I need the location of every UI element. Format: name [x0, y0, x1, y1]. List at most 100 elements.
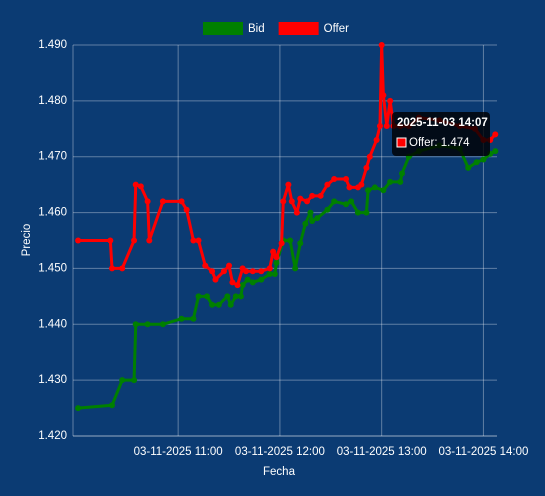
point — [278, 240, 285, 247]
y-tick-label: 1.430 — [38, 374, 67, 386]
point — [473, 159, 480, 166]
point — [266, 271, 273, 278]
point — [380, 187, 387, 194]
point — [376, 122, 383, 129]
x-tick-label: 03-11-2025 11:00 — [134, 446, 223, 458]
point — [132, 321, 139, 328]
point — [465, 164, 472, 171]
point — [209, 268, 216, 275]
point — [480, 156, 487, 163]
point — [119, 265, 126, 272]
point — [146, 237, 153, 244]
point — [387, 97, 394, 104]
point — [304, 198, 311, 205]
point — [492, 148, 499, 155]
point — [280, 198, 287, 205]
point — [365, 187, 372, 194]
point — [343, 176, 350, 183]
point — [317, 192, 324, 199]
point — [190, 315, 197, 322]
point — [244, 276, 251, 283]
point — [292, 265, 299, 272]
point — [227, 301, 234, 308]
y-tick-label: 1.440 — [38, 318, 67, 330]
point — [309, 192, 316, 199]
point — [109, 265, 116, 272]
point — [229, 279, 236, 286]
point — [144, 321, 151, 328]
tooltip-label: Offer: 1.474 — [409, 137, 470, 149]
point — [131, 237, 138, 244]
point — [237, 293, 244, 300]
point — [331, 198, 338, 205]
tooltip-swatch — [396, 137, 407, 148]
point — [258, 268, 265, 275]
point — [387, 178, 394, 185]
point — [380, 92, 387, 99]
point — [399, 170, 406, 177]
point — [226, 262, 233, 269]
point — [178, 198, 185, 205]
legend: Bid Offer — [203, 22, 349, 35]
tooltip-title: 2025-11-03 14:07 — [397, 117, 488, 129]
point — [293, 209, 300, 216]
point — [183, 206, 190, 213]
point — [324, 206, 331, 213]
point — [363, 164, 370, 171]
y-tick-label: 1.420 — [38, 430, 67, 442]
point — [373, 136, 380, 143]
y-tick-label: 1.490 — [38, 39, 67, 51]
point — [378, 42, 385, 48]
tooltip: 2025-11-03 14:07 Offer: 1.474 — [392, 112, 490, 156]
point — [348, 198, 355, 205]
point — [202, 262, 209, 269]
point — [132, 181, 139, 188]
x-tick-label: 03-11-2025 12:00 — [235, 446, 325, 458]
point — [224, 293, 231, 300]
series-line — [78, 43, 497, 287]
point — [159, 321, 166, 328]
point — [285, 181, 292, 188]
point — [109, 402, 116, 409]
point — [273, 254, 280, 261]
point — [354, 209, 361, 216]
point — [234, 282, 241, 289]
point — [249, 279, 256, 286]
tooltip-box — [392, 112, 490, 156]
point — [190, 237, 197, 244]
point — [324, 181, 331, 188]
point — [397, 178, 404, 185]
point — [75, 237, 82, 244]
point — [107, 237, 114, 244]
point — [383, 122, 390, 129]
point — [239, 282, 246, 289]
point — [287, 237, 294, 244]
legend-swatch — [203, 22, 243, 35]
point — [212, 276, 219, 283]
point — [297, 240, 304, 247]
point — [203, 293, 210, 300]
legend-label: Offer — [324, 23, 350, 35]
point — [266, 265, 273, 272]
point — [195, 293, 202, 300]
point — [307, 209, 314, 216]
point — [314, 215, 321, 222]
point — [343, 201, 350, 208]
point — [249, 268, 256, 275]
point — [271, 271, 278, 278]
point — [159, 198, 166, 205]
point — [131, 377, 138, 384]
y-tick-label: 1.460 — [38, 207, 67, 219]
point — [273, 259, 280, 266]
y-axis-title: Precio — [21, 224, 33, 257]
point — [302, 220, 309, 227]
point — [137, 183, 144, 190]
point — [144, 198, 151, 205]
point — [492, 131, 499, 138]
point — [331, 176, 338, 183]
point — [220, 268, 227, 275]
y-tick-label: 1.450 — [38, 262, 67, 274]
point — [75, 405, 82, 412]
point — [195, 237, 202, 244]
